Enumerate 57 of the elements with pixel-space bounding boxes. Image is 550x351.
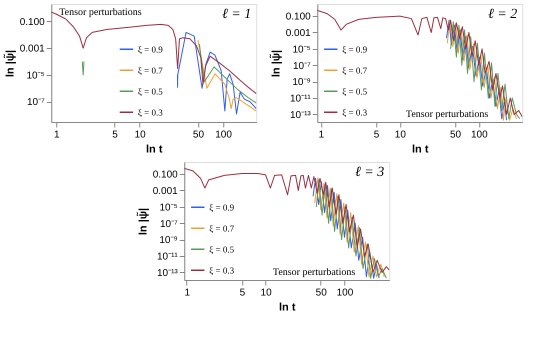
x-tick-label: 100 <box>215 130 232 140</box>
legend-label: ξ = 0.5 <box>342 86 368 96</box>
y-tick-label: 10⁻¹¹ <box>290 94 312 105</box>
y-axis-title: ln |ψ̃| <box>270 50 283 78</box>
y-axis-title: ln |ψ̃| <box>4 50 17 78</box>
legend-label: ξ = 0.3 <box>342 107 368 118</box>
y-tick-label: 0.001 <box>152 186 178 197</box>
y-tick-label: 10⁻⁵ <box>26 70 45 82</box>
y-tick-label: 0.100 <box>286 12 312 23</box>
y-tick-label: 0.001 <box>286 28 312 39</box>
annotation: Tensor perturbations <box>406 109 488 120</box>
y-tick-label: 10⁻⁷ <box>293 60 312 72</box>
x-axis-title: ln t <box>412 144 429 156</box>
x-axis-title: ln t <box>279 302 296 314</box>
y-tick-label: 10⁻⁵ <box>292 44 311 56</box>
y-tick-label: 10⁻¹³ <box>156 268 178 279</box>
x-tick-label: 1 <box>54 130 60 140</box>
y-tick-label: 10⁻⁹ <box>292 77 311 88</box>
x-tick-label: 50 <box>192 130 204 140</box>
x-tick-label: 10 <box>134 130 146 140</box>
legend-label: ξ = 0.7 <box>342 65 368 76</box>
y-tick-label: 10⁻⁷ <box>160 218 178 230</box>
x-tick-label: 100 <box>336 288 354 298</box>
chart-title: ℓ = 1 <box>222 7 252 22</box>
x-tick-label: 1 <box>318 130 325 140</box>
legend-label: ξ = 0.9 <box>209 202 235 212</box>
y-tick-label: 10⁻⁵ <box>159 202 178 214</box>
y-tick-label: 10⁻¹¹ <box>156 252 178 263</box>
x-tick-label: 5 <box>240 288 246 298</box>
y-tick-label: 10⁻⁹ <box>159 235 178 246</box>
x-tick-label: 100 <box>470 130 488 140</box>
y-tick-label: 0.100 <box>152 170 178 181</box>
annotation: Tensor perturbations <box>272 267 356 278</box>
chart-title: ℓ = 2 <box>488 7 518 22</box>
x-tick-label: 10 <box>260 288 272 298</box>
legend-label: ξ = 0.5 <box>138 86 164 96</box>
legend-label: ξ = 0.3 <box>138 107 164 118</box>
legend-label: ξ = 0.7 <box>138 65 164 76</box>
y-tick-label: 10⁻⁷ <box>27 97 46 108</box>
legend-label: ξ = 0.3 <box>209 265 235 276</box>
x-tick-label: 50 <box>316 288 328 298</box>
x-axis-title: ln t <box>146 144 163 156</box>
legend-label: ξ = 0.9 <box>342 44 368 54</box>
annotation: Tensor perturbations <box>59 7 142 18</box>
y-tick-label: 10⁻¹³ <box>290 110 312 121</box>
y-tick-label: 0.100 <box>20 16 46 28</box>
x-tick-label: 5 <box>374 130 380 140</box>
x-tick-label: 5 <box>112 130 118 140</box>
x-tick-label: 10 <box>394 130 406 140</box>
legend-label: ξ = 0.9 <box>138 44 164 54</box>
y-axis-title: ln |ψ̃| <box>136 208 150 236</box>
y-tick-label: 0.001 <box>20 44 46 55</box>
x-tick-label: 1 <box>184 288 190 298</box>
x-tick-label: 50 <box>450 130 462 140</box>
chart-title: ℓ = 3 <box>354 165 384 180</box>
legend-label: ξ = 0.5 <box>209 244 235 254</box>
legend-label: ξ = 0.7 <box>209 223 235 234</box>
